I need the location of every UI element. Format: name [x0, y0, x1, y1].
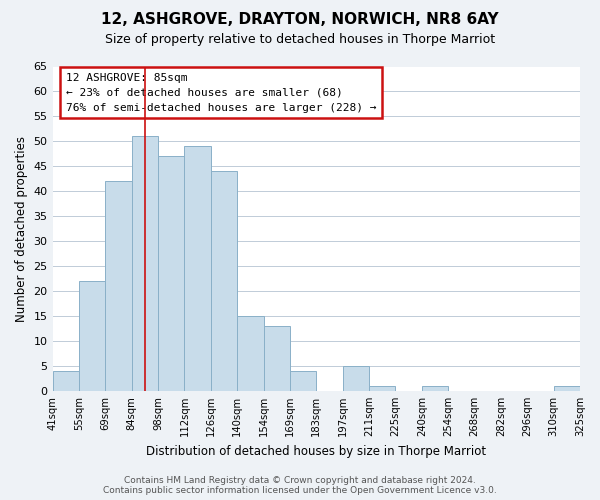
Bar: [131, 136, 158, 391]
Bar: [263, 326, 290, 391]
Text: Size of property relative to detached houses in Thorpe Marriot: Size of property relative to detached ho…: [105, 32, 495, 46]
Bar: [343, 366, 369, 391]
Y-axis label: Number of detached properties: Number of detached properties: [15, 136, 28, 322]
Bar: [237, 316, 263, 391]
Text: Contains HM Land Registry data © Crown copyright and database right 2024.: Contains HM Land Registry data © Crown c…: [124, 476, 476, 485]
Bar: [422, 386, 448, 391]
Bar: [184, 146, 211, 391]
Bar: [105, 182, 131, 391]
Bar: [369, 386, 395, 391]
Bar: [290, 371, 316, 391]
Bar: [554, 386, 580, 391]
Text: 12, ASHGROVE, DRAYTON, NORWICH, NR8 6AY: 12, ASHGROVE, DRAYTON, NORWICH, NR8 6AY: [101, 12, 499, 28]
Bar: [211, 172, 237, 391]
Text: 12 ASHGROVE: 85sqm
← 23% of detached houses are smaller (68)
76% of semi-detache: 12 ASHGROVE: 85sqm ← 23% of detached hou…: [66, 73, 376, 112]
Text: Contains public sector information licensed under the Open Government Licence v3: Contains public sector information licen…: [103, 486, 497, 495]
Bar: [53, 371, 79, 391]
Bar: [158, 156, 184, 391]
X-axis label: Distribution of detached houses by size in Thorpe Marriot: Distribution of detached houses by size …: [146, 444, 487, 458]
Bar: [79, 281, 105, 391]
